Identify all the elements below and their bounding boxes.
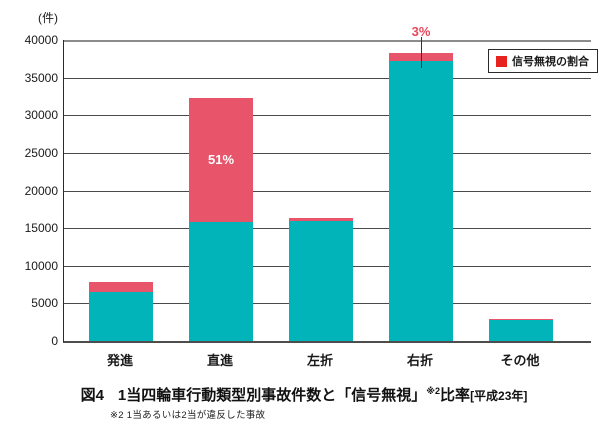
bar-base-segment-右折 [389, 61, 453, 341]
y-tick-label-30000: 30000 [24, 108, 58, 123]
bar-signal-segment-発進 [89, 282, 153, 293]
bar-base-segment-発進 [89, 292, 153, 341]
y-tick-label-10000: 10000 [24, 258, 58, 273]
y-tick-label-35000: 35000 [24, 70, 58, 85]
bar-signal-segment-左折 [289, 217, 353, 221]
bar-その他 [489, 319, 553, 341]
y-tick-label-20000: 20000 [24, 183, 58, 198]
annotation-callout-line [421, 37, 422, 69]
bar-base-segment-左折 [289, 220, 353, 341]
figure-period: [平成23年] [470, 389, 528, 403]
footnote-marker: ※2 [426, 386, 441, 396]
x-tick-label-左折: 左折 [306, 353, 333, 368]
x-tick-label-その他: その他 [500, 353, 540, 368]
bar-左折 [289, 217, 353, 341]
gridline-30000 [64, 115, 591, 116]
bar-直進 [189, 97, 253, 341]
legend: 信号無視の割合 [488, 49, 598, 73]
plot-area: 信号無視の割合 51% 3% [63, 24, 598, 343]
x-tick-label-直進: 直進 [206, 353, 233, 368]
figure-number: 図4 [80, 387, 104, 404]
bar-base-segment-直進 [189, 222, 253, 341]
y-tick-label-25000: 25000 [24, 145, 58, 160]
y-tick-label-40000: 40000 [24, 33, 58, 47]
legend-label: 信号無視の割合 [512, 56, 589, 68]
figure-caption: 図4 1当四輪車行動類型別事故件数と「信号無視」※2比率[平成23年] [0, 384, 608, 405]
annotation-51%: 51% [207, 152, 235, 168]
bar-発進 [89, 282, 153, 341]
y-tick-label-0: 0 [51, 334, 58, 348]
gridline-25000 [64, 153, 591, 154]
x-tick-label-右折: 右折 [406, 353, 433, 368]
annotation-3%: 3% [411, 24, 431, 39]
gridline-40000 [64, 40, 591, 42]
bar-右折 [389, 52, 453, 341]
legend-swatch-red [496, 55, 507, 67]
bar-signal-segment-その他 [489, 319, 553, 320]
y-tick-label-5000: 5000 [31, 296, 58, 311]
figure-title: 1当四輪車行動類型別事故件数と「信号無視」※2比率[平成23年] [117, 386, 528, 404]
y-tick-label-15000: 15000 [24, 221, 58, 236]
gridline-35000 [64, 78, 591, 79]
gridline-20000 [64, 191, 591, 192]
bar-signal-segment-直進 [189, 97, 253, 223]
y-axis-unit-label: (件) [38, 11, 58, 25]
x-tick-label-発進: 発進 [106, 353, 133, 368]
bar-base-segment-その他 [489, 319, 553, 341]
footnote: ※2 1当あるいは2当が違反した事故 [110, 410, 266, 421]
